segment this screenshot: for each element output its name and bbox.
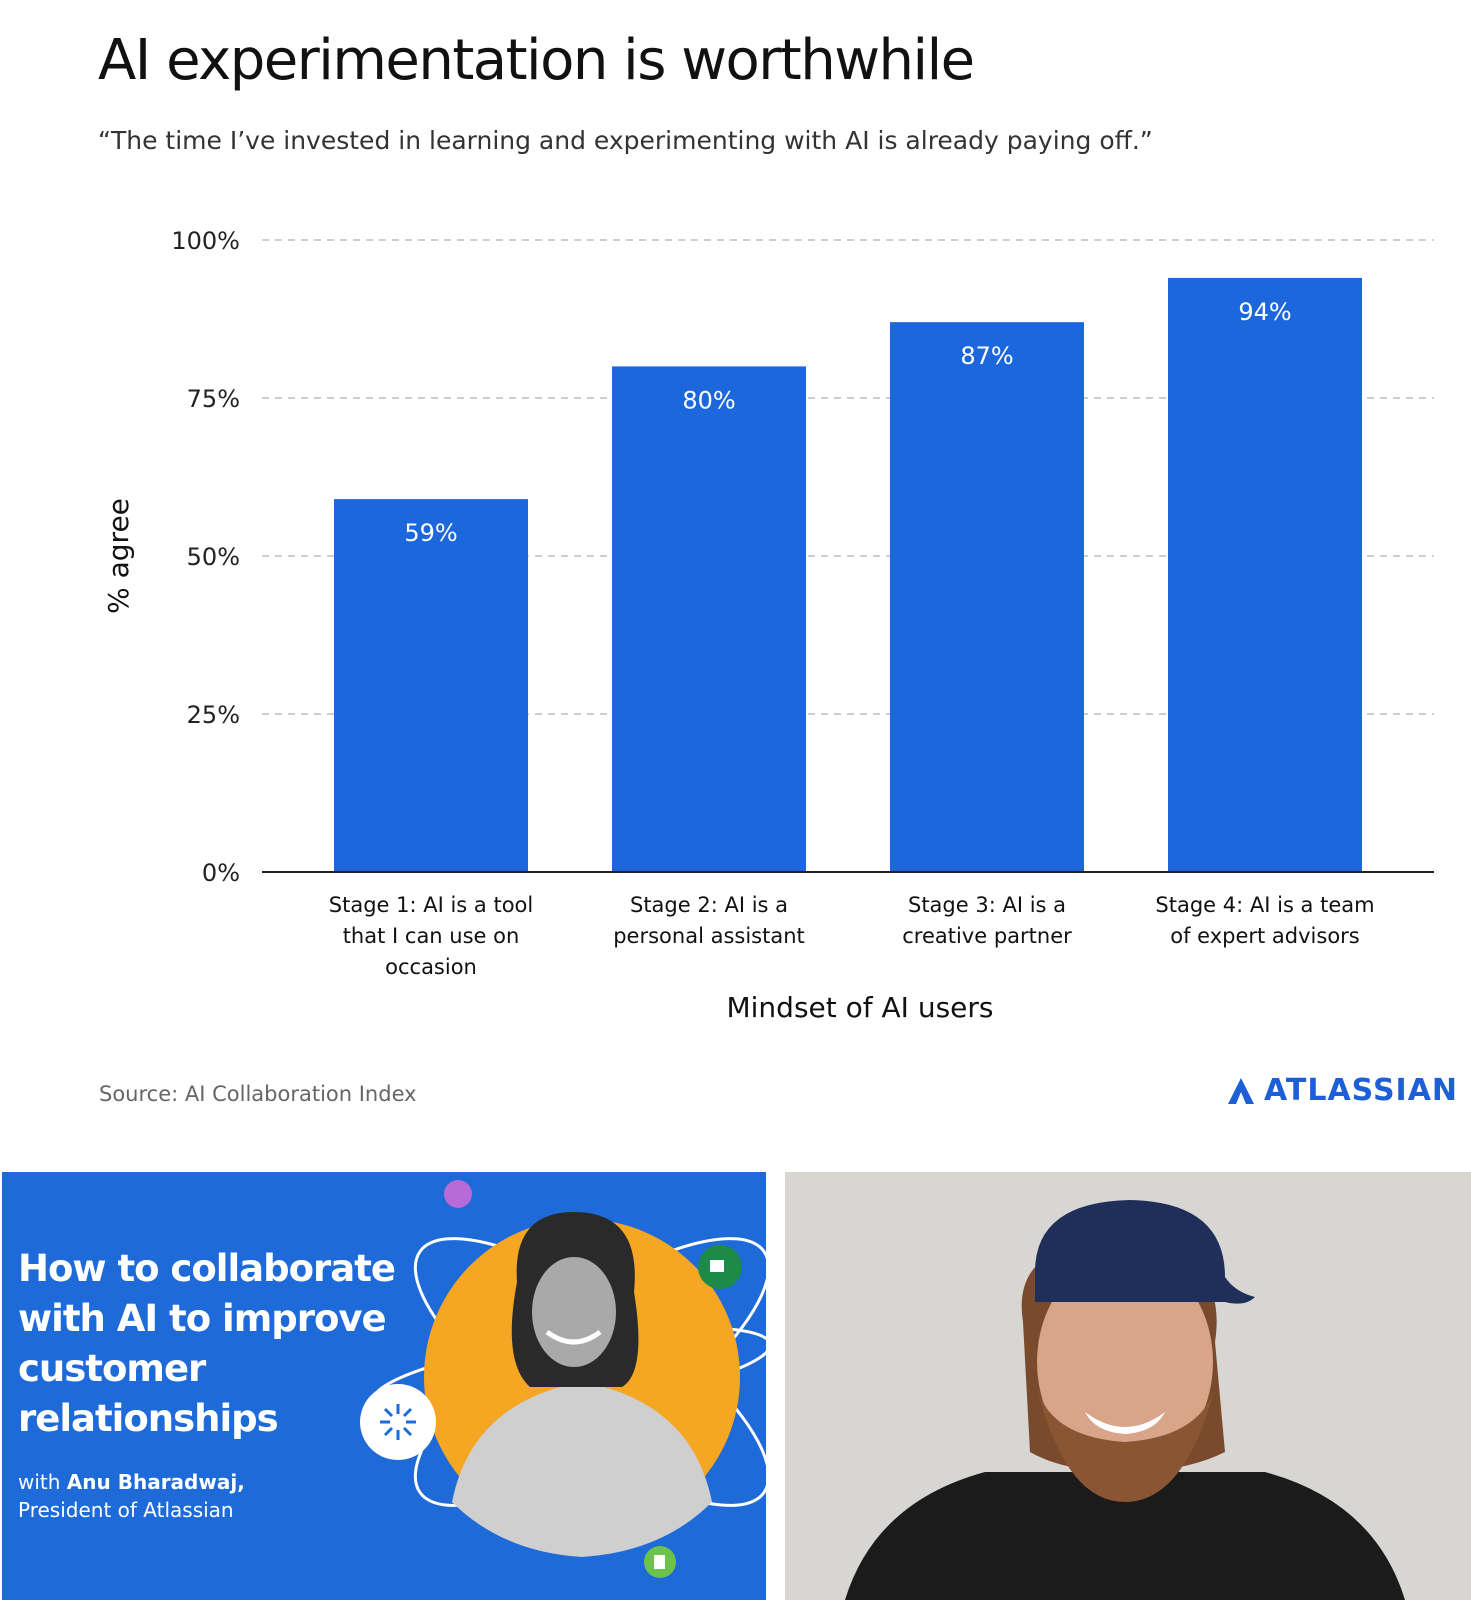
y-tick-label: 25%	[187, 701, 240, 729]
source-note: Source: AI Collaboration Index	[99, 1082, 417, 1106]
byline-role: President of Atlassian	[18, 1498, 234, 1522]
bar-data-label: 94%	[1238, 298, 1291, 326]
x-category-labels: Stage 1: AI is a tool that I can use on oc…	[329, 893, 1375, 979]
x-axis-title: Mindset of AI users	[726, 991, 993, 1024]
byline-name: Anu Bharadwaj,	[66, 1470, 245, 1494]
atlassian-logo-icon	[1228, 1077, 1254, 1104]
promo-title: How to collaborate with AI to improve cu…	[18, 1247, 396, 1440]
y-tick-labels: 0% 25% 50% 75% 100%	[171, 227, 240, 887]
bar-data-label: 59%	[404, 519, 457, 547]
promo-illustration	[360, 1180, 766, 1578]
bars: 59% 80% 87% 94%	[334, 277, 1362, 872]
bar	[890, 322, 1084, 872]
chart-subtitle: “The time I’ve invested in learning and …	[98, 126, 1153, 155]
portrait-photo	[785, 1172, 1471, 1600]
portrait-illustration	[785, 1172, 1471, 1600]
chat-bubble-icon	[444, 1180, 472, 1208]
y-tick-label: 100%	[171, 227, 240, 255]
bar	[1168, 277, 1362, 872]
bar-chart: 59% 80% 87% 94% 0% 25% 50% 75% 100% Stage 1: AI…	[102, 227, 1434, 1024]
y-tick-label: 75%	[187, 385, 240, 413]
brand-name: ATLASSIAN	[1264, 1073, 1459, 1108]
y-axis-title: % agree	[102, 498, 135, 614]
byline-prefix: with	[18, 1470, 67, 1494]
promo-card[interactable]: How to collaborate with AI to improve cu…	[2, 1172, 766, 1600]
bar-data-label: 80%	[682, 386, 735, 414]
chart-title: AI experimentation is worthwhile	[98, 28, 975, 93]
x-category-label: Stage 3: AI is a creative partner	[902, 893, 1072, 948]
bar-data-label: 87%	[960, 342, 1013, 370]
x-category-label: Stage 2: AI is a personal assistant	[613, 893, 805, 948]
bar	[334, 499, 528, 872]
promo-byline: with Anu Bharadwaj, President of Atlassi…	[18, 1468, 245, 1524]
y-tick-label: 50%	[187, 543, 240, 571]
sparkle-icon	[360, 1384, 436, 1460]
x-category-label: Stage 1: AI is a tool that I can use on oc…	[329, 893, 533, 979]
bar	[612, 366, 806, 872]
brand-logo: ATLASSIAN	[1226, 1073, 1458, 1108]
y-tick-label: 0%	[202, 859, 240, 887]
x-category-label: Stage 4: AI is a team of expert advisors	[1155, 893, 1374, 948]
